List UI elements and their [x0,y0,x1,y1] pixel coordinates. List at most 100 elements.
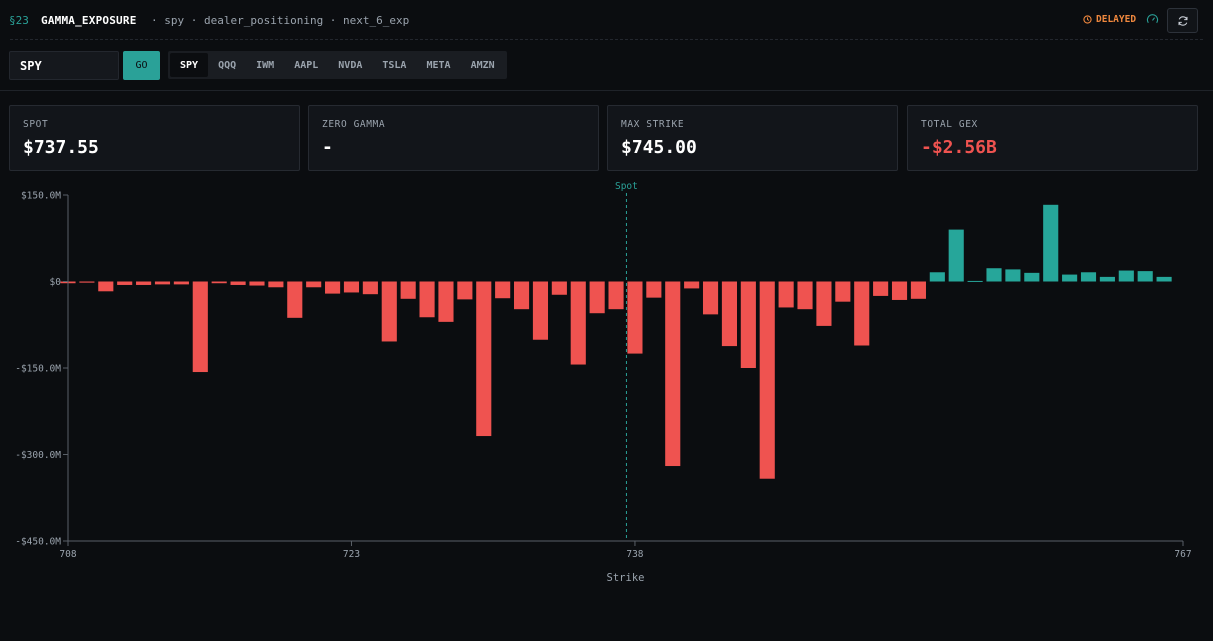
card-max-strike: MAX STRIKE $745.00 [607,105,898,171]
card-label: SPOT [23,119,49,130]
ticker-tabs: SPY QQQ IWM AAPL NVDA TSLA META AMZN [168,51,507,79]
ticker-tab-iwm[interactable]: IWM [256,59,275,71]
bar [173,281,189,285]
x-tick-label: 767 [1174,549,1191,560]
bar [268,281,284,288]
bar [986,268,1002,282]
x-axis-label: Strike [607,572,645,584]
refresh-button[interactable] [1167,8,1198,33]
bar [929,272,945,282]
section-number: §23 [9,14,29,27]
bar [362,281,378,295]
bar [306,281,322,288]
ticker-tab-qqq[interactable]: QQQ [218,59,237,71]
breadcrumb: · spy · dealer_positioning · next_6_exp [151,14,410,27]
bar [98,281,114,292]
card-label: ZERO GAMMA [322,119,386,130]
refresh-icon [1178,15,1187,26]
ticker-tab-meta[interactable]: META [426,59,451,71]
page-title: GAMMA_EXPOSURE [41,14,137,27]
y-tick-label: -$150.0M [15,364,61,375]
bar [627,281,643,354]
bar [816,281,832,326]
bar [325,281,341,294]
ticker-tab-nvda[interactable]: NVDA [338,59,363,71]
bar [343,281,360,293]
y-tick-label: $150.0M [21,191,61,202]
bar [457,281,473,300]
bar [873,281,889,296]
go-button[interactable]: GO [123,51,160,80]
bar [154,281,171,285]
bar [910,281,926,299]
bar [79,281,95,283]
bar [721,281,737,347]
bar [1137,271,1153,282]
bar [759,281,775,479]
bar [854,281,870,346]
bar [1024,272,1040,282]
bar [1099,276,1115,282]
card-zero-gamma: ZERO GAMMA - [308,105,599,171]
card-value: -$2.56B [921,137,997,158]
x-tick-label: 738 [626,549,643,560]
bar [532,281,549,340]
bar [117,281,133,285]
bar [400,281,416,299]
bar [646,281,662,298]
card-value: $745.00 [621,137,697,158]
bar [570,281,586,365]
bar [891,281,908,300]
bar [438,281,454,322]
card-label: MAX STRIKE [621,119,685,130]
bar [1118,270,1134,282]
bar [948,229,964,282]
ticker-tab-amzn[interactable]: AMZN [470,59,495,71]
x-tick-label: 708 [59,549,76,560]
card-value: $737.55 [23,137,99,158]
spot-label: Spot [615,181,638,192]
bar [967,280,983,282]
bar [665,281,681,467]
card-spot: SPOT $737.55 [9,105,300,171]
x-tick-label: 723 [343,549,360,560]
bar [249,281,265,286]
gauge-icon [1146,14,1159,24]
bar [835,281,851,302]
y-tick-label: -$450.0M [15,537,61,548]
bar [1080,272,1097,282]
bar [608,281,624,310]
status-badge: DELAYED [1083,14,1136,25]
status-text: DELAYED [1096,14,1137,25]
ticker-input[interactable] [9,51,119,80]
bar [287,281,303,318]
card-label: TOTAL GEX [921,119,978,130]
bar [1062,274,1078,282]
bar [589,281,605,314]
bar [230,281,246,285]
ticker-tab-tsla[interactable]: TSLA [382,59,407,71]
bar [495,281,511,299]
top-bar: §23 GAMMA_EXPOSURE · spy · dealer_positi… [0,0,1213,40]
bar [1156,276,1172,282]
bar [702,281,719,315]
ticker-tab-spy[interactable]: SPY [170,53,209,77]
bar [514,281,530,310]
y-tick-label: $0 [50,277,62,288]
bar [1005,269,1021,282]
bar [684,281,700,289]
ticker-tab-aapl[interactable]: AAPL [294,59,319,71]
bar [136,281,152,285]
bar [551,281,567,295]
bar [740,281,756,368]
controls-bar: GO SPY QQQ IWM AAPL NVDA TSLA META AMZN [0,40,1213,91]
card-total-gex: TOTAL GEX -$2.56B [907,105,1198,171]
bar [476,281,492,437]
bar [778,281,794,308]
bar [797,281,813,310]
bar [211,281,227,284]
clock-icon [1083,15,1092,24]
y-tick-label: -$300.0M [15,450,61,461]
header-divider [10,39,1203,40]
